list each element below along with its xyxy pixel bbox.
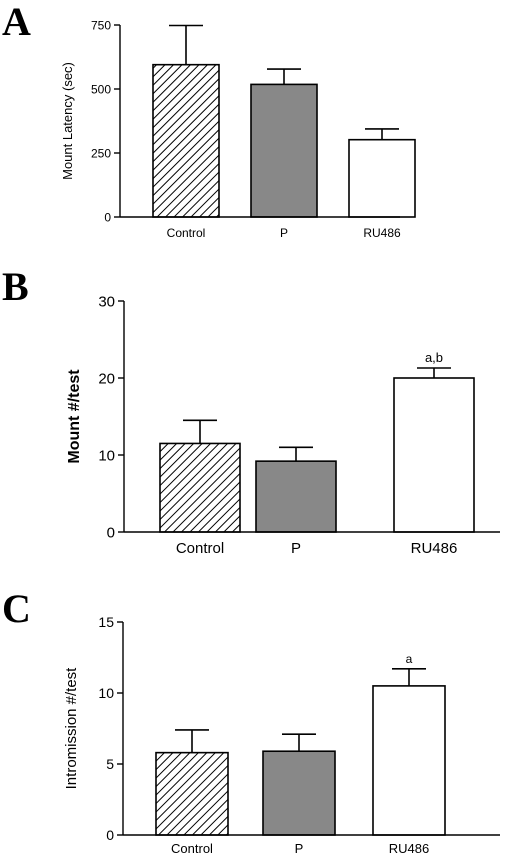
y-tick-label: 0 <box>106 827 114 843</box>
bar <box>372 685 446 836</box>
x-tick-label: P <box>295 841 304 856</box>
x-tick-label: RU486 <box>389 841 429 856</box>
y-tick-label: 10 <box>98 447 115 464</box>
panel-b: B Control Pa,b RU486 0 10 20 30 Mount #/test <box>2 264 500 557</box>
significance-label: a <box>406 652 413 666</box>
bar <box>159 442 241 533</box>
bar <box>262 750 336 836</box>
y-tick-label: 500 <box>91 82 111 96</box>
bar <box>255 460 337 533</box>
panel-letter: C <box>2 586 31 631</box>
x-tick-label: Control <box>176 540 224 557</box>
bar <box>348 138 416 218</box>
y-axis-title: Intromission #/test <box>63 667 80 790</box>
panel-letter: B <box>2 264 29 309</box>
y-tick-label: 250 <box>91 146 111 160</box>
y-tick-label: 15 <box>98 614 114 630</box>
y-tick-label: 20 <box>98 370 115 387</box>
bar <box>250 83 318 218</box>
bar <box>152 63 220 218</box>
panel-c: C Control Pa RU486 0 5 10 15 Intromission #/test <box>2 586 500 856</box>
y-axis-title: Mount Latency (sec) <box>60 62 75 180</box>
y-tick-label: 0 <box>107 524 115 541</box>
panel-a: A Control P RU486 0 250 500 750 Mount Latency (s… <box>2 0 416 240</box>
y-axis-title: Mount #/test <box>66 369 83 464</box>
panel-letter: A <box>2 0 31 44</box>
y-tick-label: 750 <box>91 18 111 32</box>
x-tick-label: RU486 <box>411 540 458 557</box>
x-tick-label: Control <box>167 226 206 240</box>
y-tick-label: 30 <box>98 293 115 310</box>
y-tick-label: 10 <box>98 685 114 701</box>
y-tick-label: 5 <box>106 756 114 772</box>
x-tick-label: P <box>291 540 301 557</box>
x-tick-label: Control <box>171 841 213 856</box>
significance-label: a,b <box>425 350 443 365</box>
y-tick-label: 0 <box>104 210 111 224</box>
x-tick-label: P <box>280 226 288 240</box>
bar <box>393 377 475 533</box>
x-tick-label: RU486 <box>363 226 401 240</box>
bar <box>155 751 229 836</box>
